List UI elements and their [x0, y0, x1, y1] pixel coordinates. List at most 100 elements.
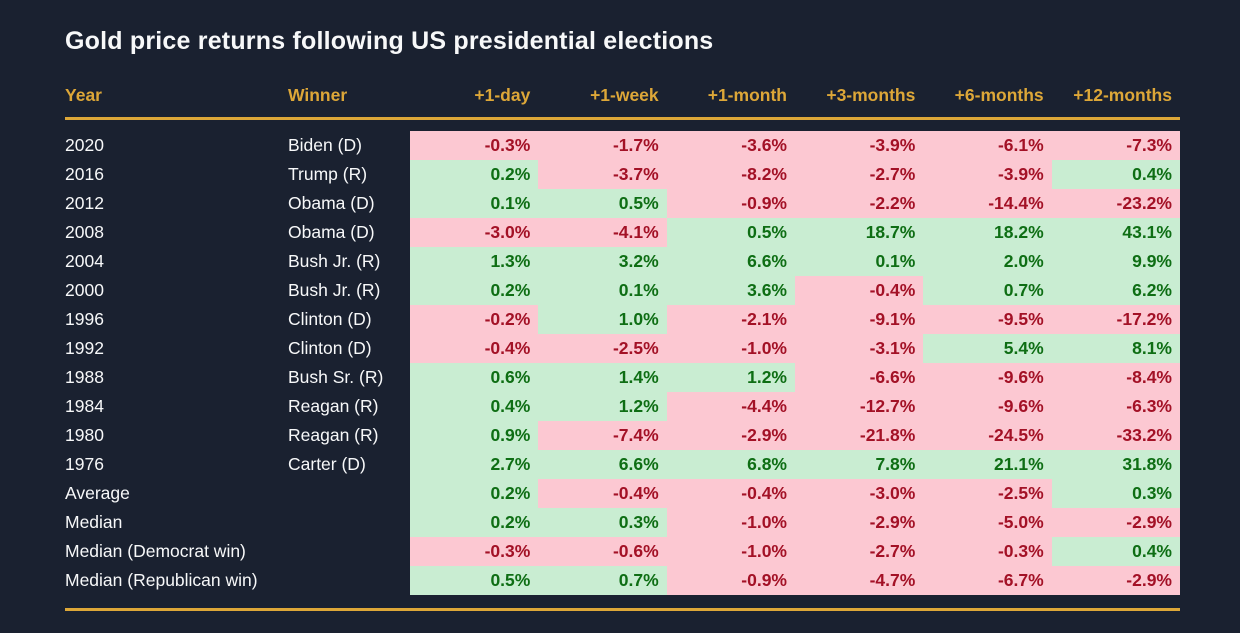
column-header-1-month: +1-month: [707, 85, 787, 105]
table-row: 1980 Reagan (R) 0.9% -7.4% -2.9% -21.8% -24.5%…: [65, 421, 1180, 450]
row-label: 2000: [65, 280, 104, 300]
winner-label: Bush Jr. (R): [288, 251, 381, 271]
winner-label: Clinton (D): [288, 338, 372, 358]
return-cell: -6.3%: [1051, 392, 1180, 421]
row-label: 1988: [65, 367, 104, 387]
return-cell: -0.2%: [410, 305, 539, 334]
table-row: Median 0.2% 0.3% -1.0% -2.9% -5.0% -2.9%: [65, 508, 1180, 537]
return-cell: 0.2%: [410, 276, 539, 305]
row-label: 2020: [65, 135, 104, 155]
return-cell: -0.6%: [538, 537, 667, 566]
row-label: 1996: [65, 309, 104, 329]
return-cell: -4.7%: [794, 566, 924, 595]
return-cell: -0.4%: [666, 479, 795, 508]
column-header-year: Year: [65, 85, 102, 105]
winner-label: Clinton (D): [288, 309, 372, 329]
return-cell: 6.6%: [666, 247, 795, 276]
table-row: 1976 Carter (D) 2.7% 6.6% 6.8% 7.8% 21.1% 31.8%: [65, 450, 1180, 479]
table-row: 2008 Obama (D) -3.0% -4.1% 0.5% 18.7% 18.2% 43.…: [65, 218, 1180, 247]
return-cell: -3.9%: [923, 160, 1052, 189]
return-cell: 6.2%: [1051, 276, 1180, 305]
return-cell: -2.7%: [794, 160, 924, 189]
row-label: 2012: [65, 193, 104, 213]
return-cell: -2.7%: [794, 537, 924, 566]
return-cell: 0.5%: [410, 566, 539, 595]
table-row: Median (Democrat win) -0.3% -0.6% -1.0% -2.7…: [65, 537, 1180, 566]
return-cell: -0.9%: [666, 566, 795, 595]
return-cell: 0.3%: [538, 508, 667, 537]
return-cell: -2.9%: [1051, 508, 1180, 537]
return-cell: -0.3%: [923, 537, 1052, 566]
return-cell: 0.1%: [538, 276, 667, 305]
return-cell: -3.7%: [538, 160, 667, 189]
return-cell: -7.3%: [1051, 131, 1180, 160]
return-cell: -0.4%: [410, 334, 539, 363]
return-cell: -3.9%: [794, 131, 924, 160]
return-cell: -1.0%: [666, 537, 795, 566]
return-cell: -6.7%: [923, 566, 1052, 595]
return-cell: 7.8%: [794, 450, 924, 479]
return-cell: -3.6%: [666, 131, 795, 160]
return-cell: 1.0%: [538, 305, 667, 334]
winner-label: Bush Sr. (R): [288, 367, 384, 387]
return-cell: -9.6%: [923, 363, 1052, 392]
table-row: Median (Republican win) 0.5% 0.7% -0.9% -4.7…: [65, 566, 1180, 595]
table-row: 1996 Clinton (D) -0.2% 1.0% -2.1% -9.1% -9.5% -…: [65, 305, 1180, 334]
row-label: 1980: [65, 425, 104, 445]
table-row: 1984 Reagan (R) 0.4% 1.2% -4.4% -12.7% -9.6% -6…: [65, 392, 1180, 421]
winner-label: Obama (D): [288, 222, 375, 242]
return-cell: 18.7%: [794, 218, 924, 247]
return-cell: -3.0%: [410, 218, 539, 247]
return-cell: 3.2%: [538, 247, 667, 276]
return-cell: -3.1%: [794, 334, 924, 363]
winner-label: Bush Jr. (R): [288, 280, 381, 300]
return-cell: -4.4%: [666, 392, 795, 421]
return-cell: -0.9%: [666, 189, 795, 218]
return-cell: -1.7%: [538, 131, 667, 160]
return-cell: -2.1%: [666, 305, 795, 334]
return-cell: 0.4%: [1051, 537, 1180, 566]
row-label: Median (Democrat win): [65, 541, 246, 561]
table-header-row: Year Winner +1-day +1-week +1-month +3-months…: [65, 85, 1180, 120]
table-row: 2012 Obama (D) 0.1% 0.5% -0.9% -2.2% -14.4% -23…: [65, 189, 1180, 218]
return-cell: -12.7%: [794, 392, 924, 421]
row-label: 1992: [65, 338, 104, 358]
return-cell: 5.4%: [923, 334, 1052, 363]
column-header-winner: Winner: [288, 85, 348, 105]
return-cell: 1.3%: [410, 247, 539, 276]
return-cell: -2.2%: [794, 189, 924, 218]
return-cell: 0.3%: [1051, 479, 1180, 508]
table-row: 2000 Bush Jr. (R) 0.2% 0.1% 3.6% -0.4% 0.7% 6.2…: [65, 276, 1180, 305]
return-cell: -0.4%: [538, 479, 667, 508]
table-row: 1992 Clinton (D) -0.4% -2.5% -1.0% -3.1% 5.4% 8…: [65, 334, 1180, 363]
return-cell: -2.5%: [538, 334, 667, 363]
row-label: Median (Republican win): [65, 570, 258, 590]
return-cell: 8.1%: [1051, 334, 1180, 363]
winner-label: Biden (D): [288, 135, 362, 155]
winner-label: Carter (D): [288, 454, 366, 474]
return-cell: 0.2%: [410, 160, 539, 189]
return-cell: -17.2%: [1051, 305, 1180, 334]
return-cell: 0.1%: [410, 189, 539, 218]
chart-title: Gold price returns following US presiden…: [65, 27, 714, 55]
return-cell: -7.4%: [538, 421, 667, 450]
return-cell: 0.4%: [410, 392, 539, 421]
table-body: 2020 Biden (D) -0.3% -1.7% -3.6% -3.9% -6.1% -7…: [65, 131, 1180, 595]
column-header-12-months: +12-months: [1073, 85, 1172, 105]
return-cell: 0.5%: [538, 189, 667, 218]
winner-label: Reagan (R): [288, 425, 379, 445]
return-cell: 3.6%: [666, 276, 795, 305]
column-header-6-months: +6-months: [954, 85, 1044, 105]
return-cell: -8.4%: [1051, 363, 1180, 392]
return-cell: 1.4%: [538, 363, 667, 392]
return-cell: 1.2%: [538, 392, 667, 421]
return-cell: 31.8%: [1051, 450, 1180, 479]
page: Gold price returns following US presiden…: [65, 27, 1180, 611]
row-label: 2008: [65, 222, 104, 242]
return-cell: 0.2%: [410, 479, 539, 508]
return-cell: 0.9%: [410, 421, 539, 450]
return-cell: -1.0%: [666, 334, 795, 363]
return-cell: -6.6%: [794, 363, 924, 392]
return-cell: -2.9%: [794, 508, 924, 537]
return-cell: 2.7%: [410, 450, 539, 479]
